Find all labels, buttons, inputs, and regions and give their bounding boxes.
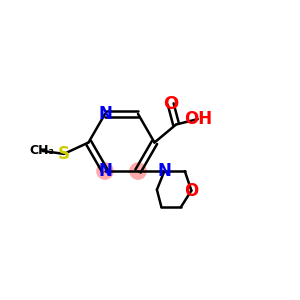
Text: O: O (184, 182, 199, 200)
Text: CH₃: CH₃ (30, 144, 55, 158)
Text: N: N (98, 105, 112, 123)
Text: O: O (163, 95, 178, 113)
Text: OH: OH (184, 110, 212, 128)
Circle shape (130, 163, 146, 179)
Text: N: N (158, 162, 171, 180)
Circle shape (97, 163, 113, 179)
Text: S: S (58, 145, 70, 163)
Text: N: N (98, 162, 112, 180)
